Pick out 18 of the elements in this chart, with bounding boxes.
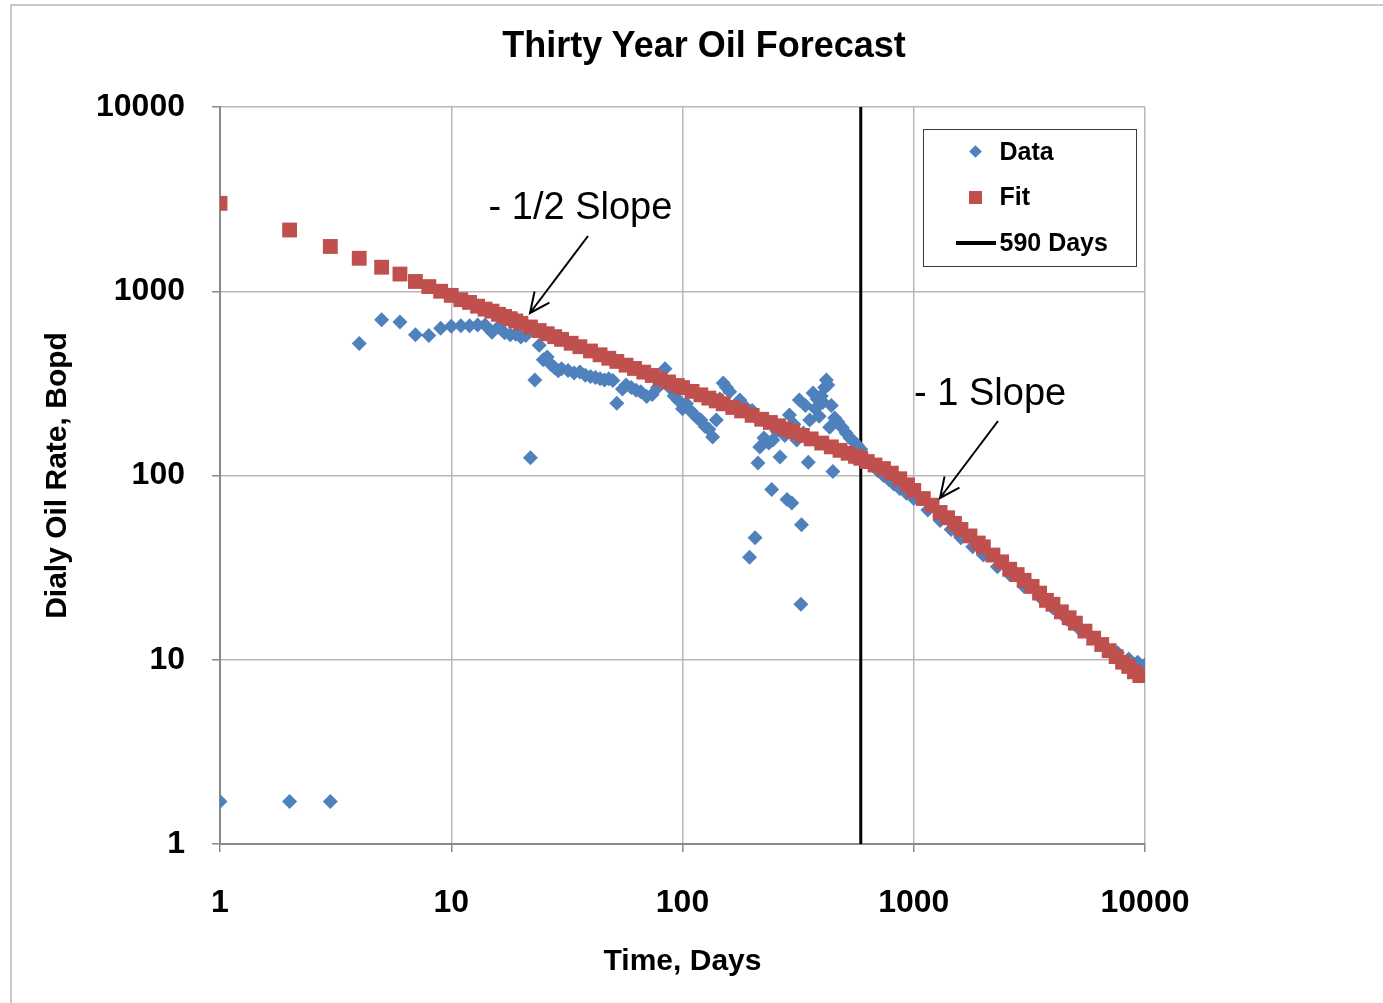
chart-title: Thirty Year Oil Forecast [502,23,906,65]
y-tick-label: 100 [131,455,185,492]
x-tick-label: 10000 [1100,883,1190,920]
x-tick-label: 1000 [878,883,950,920]
y-tick-label: 1 [167,823,185,860]
annotation: - 1 Slope [914,370,1067,413]
annotation: - 1/2 Slope [488,185,673,228]
x-tick-label: 1 [211,883,229,920]
legend-label: 590 Days [999,227,1108,257]
y-tick-label: 1000 [113,271,185,308]
legend-label: Fit [999,182,1031,211]
x-tick-label: 10 [433,883,470,920]
y-tick-label: 10000 [96,86,185,123]
x-axis-title: Time, Days [603,943,762,977]
y-tick-label: 10 [149,639,185,676]
y-axis-title: Dialy Oil Rate, Bopd [39,332,73,619]
legend-label: Data [999,136,1054,166]
x-tick-label: 100 [655,883,710,920]
